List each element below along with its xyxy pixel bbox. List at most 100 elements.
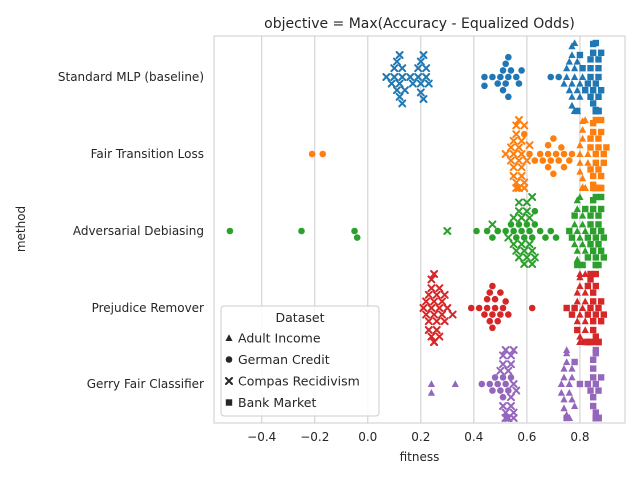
data-point bbox=[578, 126, 587, 133]
data-point bbox=[576, 233, 584, 241]
y-tick-label: Adversarial Debiasing bbox=[73, 224, 204, 238]
data-point bbox=[530, 253, 539, 262]
data-point bbox=[573, 255, 581, 263]
y-tick-label: Standard MLP (baseline) bbox=[58, 70, 204, 84]
data-point bbox=[595, 144, 602, 151]
data-point bbox=[422, 297, 431, 306]
y-tick-label: Prejudice Remover bbox=[92, 301, 204, 315]
data-point bbox=[494, 380, 502, 388]
plot-frame bbox=[213, 35, 626, 424]
data-point bbox=[497, 311, 504, 318]
data-point bbox=[595, 241, 602, 248]
data-point bbox=[509, 163, 518, 172]
data-point bbox=[489, 73, 496, 81]
data-point bbox=[547, 73, 555, 81]
data-point bbox=[565, 414, 573, 421]
data-point bbox=[595, 107, 602, 115]
data-point bbox=[576, 167, 584, 175]
data-point bbox=[494, 227, 502, 235]
data-point bbox=[435, 332, 444, 341]
data-point bbox=[587, 93, 594, 100]
data-point bbox=[451, 380, 459, 387]
data-point bbox=[574, 261, 581, 269]
data-point bbox=[536, 227, 544, 235]
data-point bbox=[531, 207, 539, 215]
data-point bbox=[424, 317, 433, 326]
data-point bbox=[563, 414, 570, 422]
data-point bbox=[481, 73, 488, 81]
data-point bbox=[592, 346, 600, 354]
data-point bbox=[489, 324, 496, 332]
data-point bbox=[525, 213, 534, 222]
data-point bbox=[491, 295, 499, 303]
data-point bbox=[509, 150, 518, 158]
data-point bbox=[427, 389, 436, 396]
data-point bbox=[494, 317, 502, 325]
data-point bbox=[589, 326, 597, 334]
data-point bbox=[486, 317, 494, 325]
data-point bbox=[422, 64, 431, 73]
data-point bbox=[489, 234, 496, 241]
data-point bbox=[390, 73, 399, 81]
data-point bbox=[557, 380, 565, 387]
data-point bbox=[581, 116, 589, 123]
data-point bbox=[573, 86, 581, 94]
data-point bbox=[489, 282, 496, 290]
data-point bbox=[544, 141, 552, 149]
data-point bbox=[427, 275, 436, 284]
data-point bbox=[424, 290, 433, 299]
data-point bbox=[499, 360, 508, 369]
data-point bbox=[565, 380, 573, 387]
data-point bbox=[432, 317, 441, 326]
data-point bbox=[587, 212, 594, 219]
data-point bbox=[552, 234, 560, 241]
data-point bbox=[563, 64, 571, 72]
data-point bbox=[506, 360, 515, 369]
data-point bbox=[600, 159, 607, 166]
data-point bbox=[483, 295, 491, 303]
legend-marker bbox=[225, 334, 233, 341]
data-point bbox=[558, 144, 565, 151]
data-point bbox=[536, 150, 544, 158]
data-point bbox=[506, 402, 515, 410]
data-point bbox=[427, 284, 436, 293]
data-point bbox=[550, 170, 557, 178]
data-point bbox=[597, 49, 605, 56]
data-point bbox=[576, 380, 584, 388]
data-point bbox=[595, 56, 602, 63]
data-point bbox=[528, 246, 537, 255]
data-point bbox=[573, 57, 581, 65]
data-point bbox=[581, 270, 589, 277]
y-tick-label: Fair Transition Loss bbox=[91, 147, 204, 161]
data-point bbox=[603, 144, 610, 151]
data-point bbox=[419, 95, 428, 103]
legend: Dataset Adult Income German Credit Compas … bbox=[220, 305, 380, 417]
data-point bbox=[581, 297, 589, 305]
x-tick-labels: −0.4 −0.2 0.0 0.2 0.4 0.6 0.8 bbox=[247, 430, 589, 444]
data-point bbox=[589, 374, 597, 381]
data-point bbox=[514, 198, 523, 207]
data-point bbox=[499, 374, 507, 381]
data-point bbox=[505, 311, 512, 318]
x-tick-label: −0.2 bbox=[300, 430, 329, 444]
data-point bbox=[579, 65, 586, 72]
x-tick-label: 0.4 bbox=[464, 430, 483, 444]
data-point bbox=[518, 67, 525, 74]
data-point bbox=[563, 346, 571, 353]
data-point bbox=[509, 213, 518, 222]
data-point bbox=[597, 205, 605, 213]
data-point bbox=[517, 172, 526, 180]
data-point bbox=[581, 184, 589, 191]
data-point bbox=[576, 93, 584, 100]
data-point bbox=[573, 247, 581, 254]
data-point bbox=[505, 387, 512, 394]
data-point bbox=[525, 141, 534, 150]
data-point bbox=[509, 240, 518, 249]
data-point bbox=[392, 57, 401, 66]
data-point bbox=[563, 73, 571, 80]
data-point bbox=[573, 317, 581, 325]
x-tick-label: −0.4 bbox=[247, 430, 276, 444]
data-point bbox=[595, 338, 602, 346]
data-point bbox=[571, 358, 578, 366]
data-point bbox=[589, 402, 597, 410]
